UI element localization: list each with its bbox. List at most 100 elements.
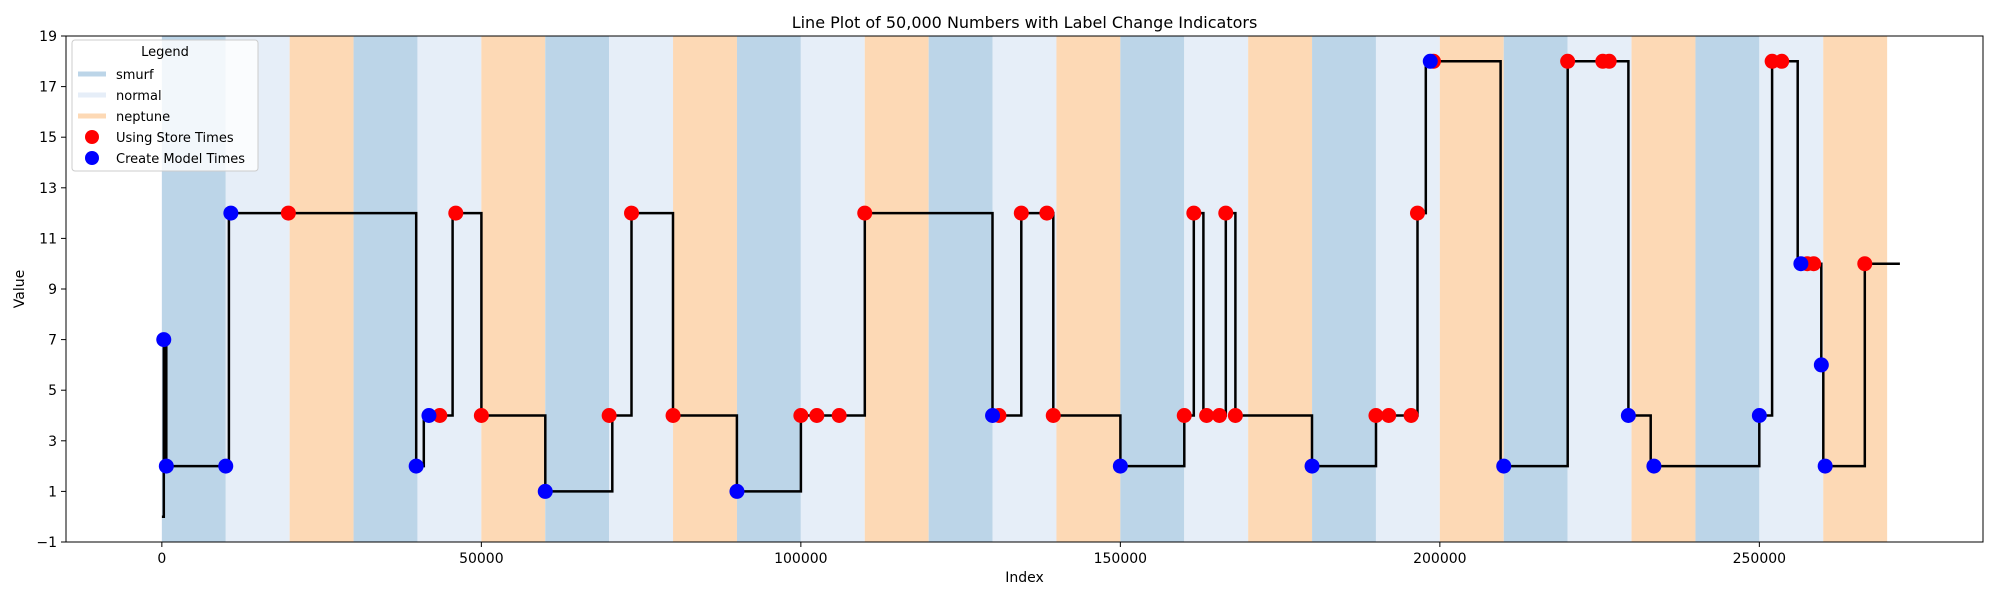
using-store-times-point-13 [1039, 205, 1055, 221]
legend-label-create-model-times: Create Model Times [116, 152, 245, 167]
create-model-times-point-7 [729, 483, 745, 499]
using-store-times-point-26 [1560, 53, 1576, 69]
band-neptune-23 [1631, 36, 1696, 542]
using-store-times-point-33 [1857, 256, 1873, 272]
using-store-times-point-5 [624, 205, 640, 221]
using-store-times-point-30 [1774, 53, 1790, 69]
create-model-times-point-6 [537, 483, 553, 499]
using-store-times-point-14 [1045, 408, 1061, 423]
legend-marker-using-store-times [85, 130, 99, 144]
using-store-times-point-2 [448, 205, 464, 221]
band-normal-22 [1567, 36, 1632, 542]
create-model-times-point-3 [223, 205, 239, 221]
using-store-times-point-17 [1199, 408, 1215, 423]
y-tick-label-2: 3 [48, 434, 57, 450]
band-smurf-6 [545, 36, 610, 542]
x-tick-label-2: 100000 [774, 551, 827, 567]
y-tick-label-8: 15 [39, 130, 57, 146]
band-neptune-2 [289, 36, 354, 542]
using-store-times-point-7 [793, 408, 809, 423]
x-tick-label-4: 200000 [1413, 551, 1466, 567]
create-model-times-point-17 [1813, 357, 1829, 373]
band-neptune-17 [1248, 36, 1313, 542]
y-tick-label-3: 5 [48, 383, 57, 399]
create-model-times-point-1 [158, 458, 174, 474]
chart-title: Line Plot of 50,000 Numbers with Label C… [792, 13, 1258, 32]
using-store-times-point-1 [432, 408, 448, 423]
band-smurf-15 [1120, 36, 1185, 542]
create-model-times-point-16 [1793, 256, 1809, 272]
band-normal-4 [417, 36, 482, 542]
using-store-times-point-22 [1381, 408, 1397, 423]
step-line-group [161, 60, 1900, 518]
band-smurf-21 [1503, 36, 1568, 542]
y-tick-label-9: 17 [39, 80, 57, 96]
using-store-times-point-24 [1409, 205, 1425, 221]
band-smurf-3 [353, 36, 418, 542]
band-smurf-12 [928, 36, 993, 542]
legend-label-using-store-times: Using Store Times [116, 131, 234, 146]
create-model-times-point-5 [421, 408, 437, 423]
create-model-times-point-0 [156, 332, 172, 348]
create-model-times-point-13 [1620, 408, 1636, 423]
band-smurf-24 [1695, 36, 1760, 542]
legend-label-normal: normal [116, 89, 162, 104]
x-tick-label-3: 150000 [1094, 551, 1147, 567]
x-axis: 0 50000 100000 150000 200000 250000 [157, 542, 1786, 567]
using-store-times-point-19 [1218, 205, 1234, 221]
create-model-times-point-8 [985, 408, 1001, 423]
using-store-times-point-16 [1186, 205, 1202, 221]
y-tick-label-5: 9 [48, 282, 57, 298]
y-tick-label-6: 11 [39, 231, 57, 247]
create-model-times-point-9 [1112, 458, 1128, 474]
band-neptune-26 [1823, 36, 1888, 542]
y-tick-label-7: 13 [39, 181, 57, 197]
x-tick-label-1: 50000 [459, 551, 504, 567]
band-smurf-18 [1312, 36, 1376, 542]
band-smurf-9 [736, 36, 801, 542]
create-model-times-point-14 [1646, 458, 1662, 474]
band-normal-25 [1759, 36, 1824, 542]
using-store-times-point-4 [601, 408, 617, 423]
using-store-times-point-3 [473, 408, 489, 423]
legend-marker-create-model-times [85, 151, 99, 165]
create-model-times-point-11 [1422, 53, 1438, 69]
band-normal-19 [1375, 36, 1440, 542]
using-store-times-point-23 [1403, 408, 1419, 423]
legend: Legend smurf normal neptune Using Store Time… [71, 39, 259, 172]
band-neptune-11 [864, 36, 929, 542]
y-tick-label-4: 7 [48, 333, 57, 349]
band-neptune-14 [1056, 36, 1121, 542]
using-store-times-point-8 [809, 408, 825, 423]
using-store-times-point-32 [1806, 256, 1822, 272]
x-axis-title: Index [1005, 570, 1044, 586]
create-model-times-point-15 [1751, 408, 1767, 423]
create-model-times-point-18 [1817, 458, 1833, 474]
legend-title: Legend [141, 45, 189, 60]
legend-label-smurf: smurf [116, 68, 154, 83]
using-store-times-point-12 [1013, 205, 1029, 221]
using-store-times-point-28 [1601, 53, 1617, 69]
y-tick-label-10: 19 [39, 29, 57, 45]
marker-group [156, 53, 1873, 499]
y-tick-label-1: 1 [48, 484, 57, 500]
create-model-times-point-12 [1496, 458, 1512, 474]
using-store-times-point-10 [857, 205, 873, 221]
band-neptune-20 [1439, 36, 1504, 542]
y-tick-label-0: −1 [36, 535, 57, 551]
value-step-line [161, 60, 1900, 518]
using-store-times-point-9 [831, 408, 847, 423]
legend-box [71, 39, 259, 172]
legend-label-neptune: neptune [116, 110, 170, 125]
band-normal-10 [800, 36, 865, 542]
band-normal-7 [609, 36, 674, 542]
create-model-times-point-4 [408, 458, 424, 474]
band-neptune-5 [481, 36, 546, 542]
using-store-times-point-15 [1176, 408, 1192, 423]
band-normal-13 [992, 36, 1057, 542]
using-store-times-point-6 [665, 408, 681, 423]
using-store-times-point-0 [280, 205, 296, 221]
create-model-times-point-2 [218, 458, 234, 474]
y-axis-title: Value [12, 270, 28, 308]
